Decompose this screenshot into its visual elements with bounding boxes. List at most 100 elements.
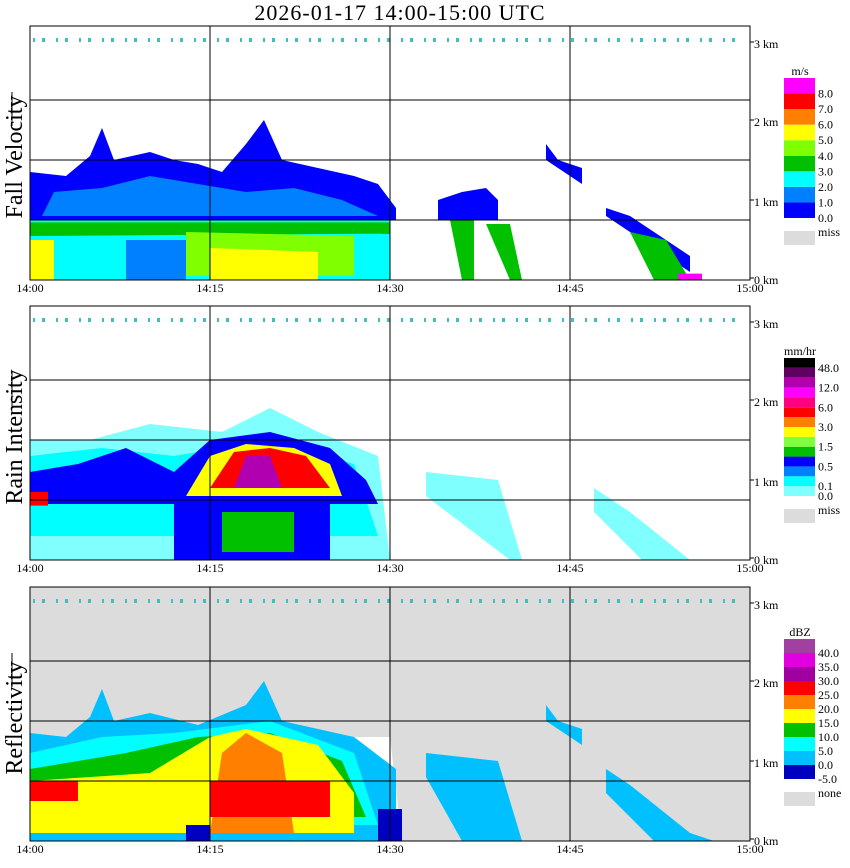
- legend-swatch: [784, 709, 815, 723]
- x-tick-label: 14:45: [556, 281, 583, 295]
- x-tick-label: 14:30: [376, 561, 403, 575]
- data-region: [450, 220, 474, 280]
- legend-label: 0.0: [818, 758, 833, 772]
- y-tick-label: 1 km: [754, 475, 779, 489]
- legend-swatch: [784, 78, 815, 94]
- legend-label: -5.0: [818, 772, 837, 786]
- legend-missing-swatch: [784, 509, 815, 523]
- x-tick-label: 14:45: [556, 561, 583, 575]
- y-tick-label: 1 km: [754, 756, 779, 770]
- legend-swatch: [784, 695, 815, 709]
- legend-swatch: [784, 358, 815, 368]
- legend-label: 10.0: [818, 730, 839, 744]
- legend-missing-label: miss: [818, 503, 840, 517]
- data-region: [630, 232, 690, 280]
- data-region: [438, 188, 498, 220]
- legend-label: 0.5: [818, 459, 833, 473]
- legend-swatch: [784, 407, 815, 418]
- panel-fall-velocity: 14:00 14:15 14:30 14:45 15:000 km 1 km 2 km 3 k…: [2, 25, 840, 295]
- legend-label: 6.0: [818, 118, 833, 132]
- data-region: [186, 825, 210, 841]
- x-tick-label: 14:00: [16, 842, 43, 856]
- legend-unit: dBZ: [789, 625, 810, 639]
- data-region: [210, 781, 330, 817]
- data-region: [30, 781, 78, 801]
- legend-swatch: [784, 486, 815, 496]
- y-tick-label: 0 km: [754, 834, 779, 848]
- legend-swatch: [784, 667, 815, 681]
- y-tick-label: 2 km: [754, 115, 779, 129]
- data-region: [30, 240, 54, 280]
- legend-label: 3.0: [818, 420, 833, 434]
- legend-swatch: [784, 140, 815, 156]
- legend-swatch: [784, 427, 815, 437]
- legend-swatch: [784, 171, 815, 187]
- legend-label: 6.0: [818, 400, 833, 414]
- data-region: [210, 248, 318, 280]
- legend-label: 0.0: [818, 211, 833, 225]
- panel-rain-intensity: 14:00 14:15 14:30 14:45 15:000 km 1 km 2 km 3 k…: [2, 305, 840, 575]
- legend-swatch: [784, 93, 815, 110]
- data-region: [126, 240, 186, 280]
- legend-label: 7.0: [818, 102, 833, 116]
- plot-frame: [29, 25, 751, 281]
- y-tick-label: 1 km: [754, 195, 779, 209]
- legend-label: 8.0: [818, 87, 833, 101]
- y-tick-label: 0 km: [754, 553, 779, 567]
- legend-label: 5.0: [818, 744, 833, 758]
- legend-swatch: [784, 397, 815, 408]
- legend-label: 35.0: [818, 660, 839, 674]
- legend-swatch: [784, 446, 815, 457]
- x-tick-label: 14:15: [196, 561, 223, 575]
- legend-missing-swatch: [784, 792, 815, 806]
- legend-label: 1.5: [818, 440, 833, 454]
- legend-missing-label: miss: [818, 225, 840, 239]
- legend-label: 0.1: [818, 479, 833, 493]
- legend-label: 30.0: [818, 674, 839, 688]
- x-tick-label: 14:30: [376, 842, 403, 856]
- legend-swatch: [784, 417, 815, 427]
- x-tick-label: 14:15: [196, 842, 223, 856]
- legend-label: 5.0: [818, 133, 833, 147]
- data-region: [234, 456, 282, 488]
- legend-swatch: [784, 476, 815, 487]
- legend-missing-swatch: [784, 231, 815, 245]
- legend-unit: mm/hr: [784, 344, 816, 358]
- x-tick-label: 14:15: [196, 281, 223, 295]
- x-tick-label: 15:00: [736, 842, 763, 856]
- data-region: [426, 472, 522, 560]
- legend-swatch: [784, 155, 815, 172]
- legend-swatch: [784, 377, 815, 388]
- x-tick-label: 15:00: [736, 561, 763, 575]
- legend-label: 20.0: [818, 702, 839, 716]
- legend-swatch: [784, 367, 815, 378]
- y-tick-label: 0 km: [754, 273, 779, 287]
- legend-swatch: [784, 202, 815, 218]
- legend-swatch: [784, 186, 815, 203]
- data-region: [30, 492, 48, 506]
- plot-frame: [29, 305, 751, 561]
- legend-swatch: [784, 765, 815, 779]
- legend-label: 48.0: [818, 361, 839, 375]
- y-tick-label: 3 km: [754, 37, 779, 51]
- legend-swatch: [784, 681, 815, 695]
- legend-swatch: [784, 124, 815, 141]
- legend-label: 15.0: [818, 716, 839, 730]
- y-tick-label: 3 km: [754, 598, 779, 612]
- data-region: [678, 273, 702, 280]
- legend-label: 3.0: [818, 164, 833, 178]
- legend-swatch: [784, 639, 815, 653]
- legend-unit: m/s: [791, 64, 809, 78]
- legend-label: 40.0: [818, 646, 839, 660]
- legend-label: 1.0: [818, 195, 833, 209]
- legend-swatch: [784, 751, 815, 765]
- panel-label: Fall Velocity: [2, 96, 28, 219]
- panel-reflectivity: 14:00 14:15 14:30 14:45 15:000 km 1 km 2 km 3 k…: [2, 586, 841, 856]
- legend-label: 4.0: [818, 149, 833, 163]
- legend-swatch: [784, 466, 815, 477]
- data-region: [606, 769, 714, 841]
- legend-swatch: [784, 109, 815, 125]
- y-tick-label: 2 km: [754, 395, 779, 409]
- legend-label: 12.0: [818, 381, 839, 395]
